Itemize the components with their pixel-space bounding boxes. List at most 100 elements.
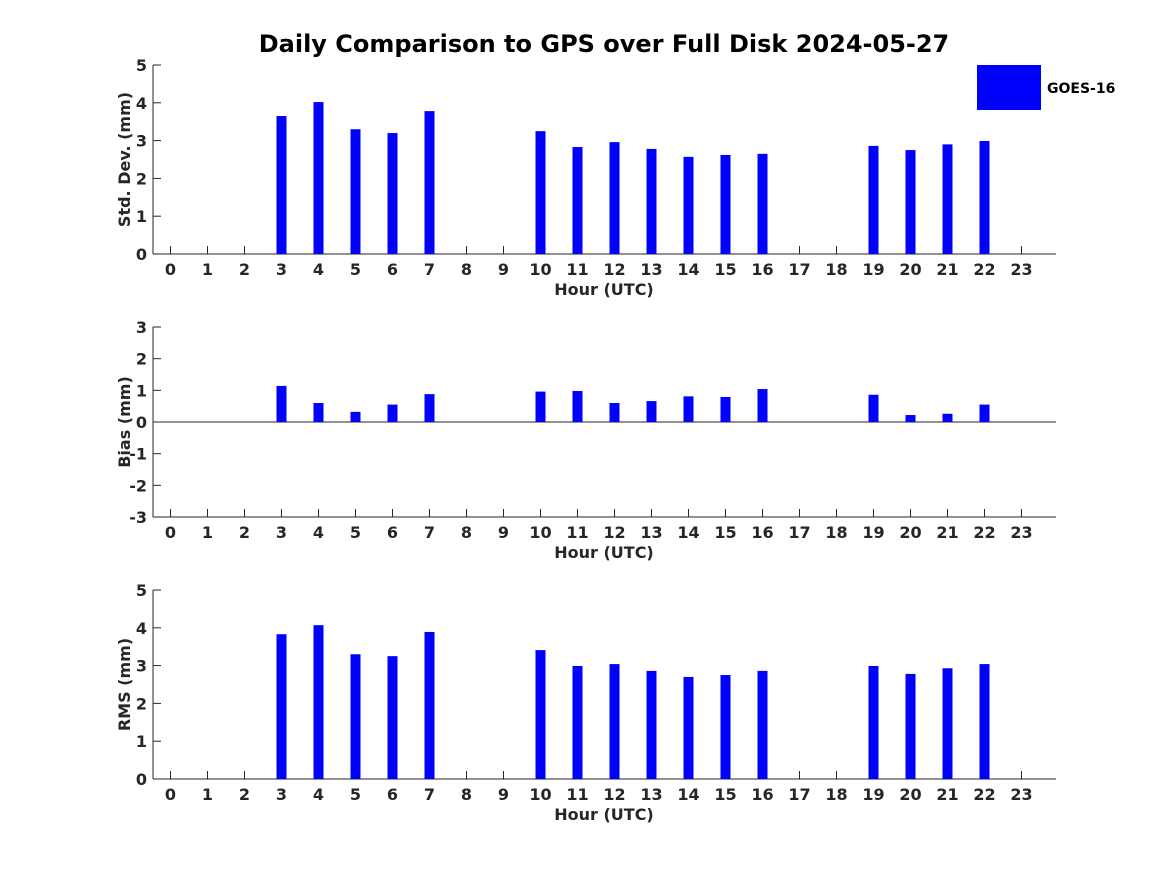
std-x-tick-label: 17 [788,260,810,279]
bias-bar-hour-21 [942,413,953,422]
rms-bar-hour-4 [313,625,324,779]
bias-bar-hour-20 [905,415,916,422]
std-x-tick-label: 13 [640,260,662,279]
rms-y-tick-label: 0 [136,770,147,789]
std-bar-hour-14 [683,156,694,254]
bias-x-tick-label: 2 [239,523,250,542]
std-bar-hour-12 [609,142,620,254]
std-x-tick-label: 1 [202,260,213,279]
legend: GOES-16 [977,65,1115,110]
bias-bar-hour-11 [572,390,583,422]
std-bar-hour-16 [757,153,768,254]
bias-x-tick-label: 0 [165,523,176,542]
bias-x-tick-label: 9 [498,523,509,542]
rms-x-tick-label: 11 [566,785,588,804]
bias-bar-hour-5 [350,411,361,422]
rms-x-tick-label: 23 [1010,785,1032,804]
rms-bar-hour-3 [276,634,287,779]
std-x-tick-label: 15 [714,260,736,279]
bias-x-tick-label: 15 [714,523,736,542]
std-bar-hour-22 [979,140,990,254]
std-x-tick-label: 12 [603,260,625,279]
rms-x-tick-label: 21 [936,785,958,804]
bias-x-tick-label: 3 [276,523,287,542]
std-x-tick-label: 5 [350,260,361,279]
rms-bar-hour-15 [720,675,731,779]
bias-x-tick-label: 6 [387,523,398,542]
rms-x-tick-label: 14 [677,785,699,804]
rms-bar-hour-14 [683,676,694,779]
std-x-tick-label: 2 [239,260,250,279]
rms-bar-hour-12 [609,664,620,779]
bias-x-axis-label: Hour (UTC) [554,543,654,562]
std-bar-hour-20 [905,150,916,254]
std-bar-hour-7 [424,111,435,254]
std-bar-hour-6 [387,133,398,254]
bias-x-tick-label: 10 [529,523,551,542]
rms-x-tick-label: 10 [529,785,551,804]
std-x-tick-label: 14 [677,260,699,279]
rms-x-tick-label: 12 [603,785,625,804]
rms-x-tick-label: 16 [751,785,773,804]
bias-x-tick-label: 12 [603,523,625,542]
rms-x-tick-label: 9 [498,785,509,804]
bias-bar-hour-16 [757,389,768,422]
std-x-axis-label: Hour (UTC) [554,280,654,299]
bias-y-tick-label: 3 [136,318,147,337]
std-x-tick-label: 18 [825,260,847,279]
rms-y-axis-label: RMS (mm) [115,638,134,731]
bias-bar-hour-10 [535,391,546,422]
bias-bar-hour-19 [868,394,879,422]
bias-bar-hour-7 [424,394,435,422]
std-bar-hour-3 [276,116,287,254]
bias-x-tick-label: 17 [788,523,810,542]
rms-bar-hour-22 [979,664,990,779]
rms-x-tick-label: 3 [276,785,287,804]
bias-bar-hour-3 [276,385,287,422]
std-x-tick-label: 7 [424,260,435,279]
rms-x-tick-label: 22 [973,785,995,804]
rms-bar-hour-20 [905,673,916,779]
std-x-tick-label: 10 [529,260,551,279]
bias-x-tick-label: 22 [973,523,995,542]
rms-x-axis-label: Hour (UTC) [554,805,654,824]
bias-bar-hour-15 [720,396,731,422]
bias-y-tick-label: -1 [129,445,147,464]
std-x-tick-label: 19 [862,260,884,279]
rms-bar-hour-13 [646,670,657,779]
bias-bar-hour-14 [683,396,694,422]
rms-x-tick-label: 5 [350,785,361,804]
std-y-tick-label: 1 [136,207,147,226]
rms-y-tick-label: 1 [136,732,147,751]
bias-x-tick-label: 16 [751,523,773,542]
rms-x-tick-label: 18 [825,785,847,804]
bias-y-tick-label: -3 [129,508,147,527]
std-bar-hour-5 [350,129,361,254]
std-x-tick-label: 21 [936,260,958,279]
std-y-axis-label: Std. Dev. (mm) [115,92,134,227]
std-x-tick-label: 23 [1010,260,1032,279]
legend-swatch-goes-16 [977,65,1041,110]
std-bar-hour-19 [868,145,879,254]
rms-bar-hour-5 [350,654,361,779]
std-x-tick-label: 0 [165,260,176,279]
std-bar-hour-21 [942,144,953,254]
rms-bar-hour-7 [424,631,435,779]
std-y-tick-label: 3 [136,132,147,151]
rms-bar-hour-10 [535,650,546,779]
std-bar-hour-4 [313,102,324,254]
bias-y-axis-label: Bias (mm) [115,376,134,468]
bias-y-tick-label: 0 [136,413,147,432]
std-x-tick-label: 22 [973,260,995,279]
rms-x-tick-label: 8 [461,785,472,804]
bias-x-tick-label: 13 [640,523,662,542]
std-bar-hour-10 [535,131,546,254]
legend-label-goes-16: GOES-16 [1047,81,1115,97]
std-y-tick-label: 2 [136,169,147,188]
bias-bar-hour-12 [609,403,620,422]
